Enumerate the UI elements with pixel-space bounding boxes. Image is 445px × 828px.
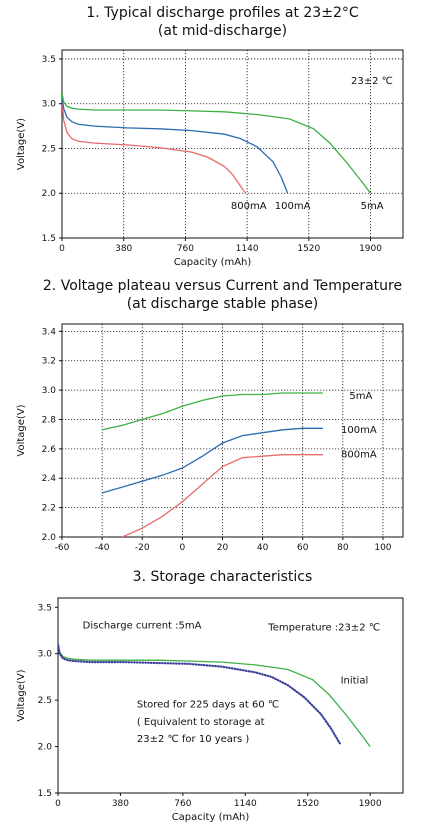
x-tick-label: 380	[115, 244, 132, 254]
series-line-0	[62, 99, 247, 194]
x-tick-label: 760	[174, 799, 191, 809]
y-tick-label: 3.4	[42, 327, 57, 337]
annotation-5: 23±2 ℃ for 10 years )	[137, 734, 250, 745]
x-tick-label: 1140	[236, 244, 259, 254]
annotation-0: 23±2 ℃	[351, 76, 393, 87]
y-tick-label: 1.5	[42, 234, 56, 244]
annotation-3: Stored for 225 days at 60 ℃	[137, 700, 279, 711]
chart-1-svg: 0 380 760 1140 1520 1900 1.5 2.0 2.5 3.0 3.5 Capaci…	[16, 49, 404, 268]
y-tick-label: 3.5	[38, 603, 52, 613]
y-tick-label: 2.5	[38, 696, 52, 706]
annotation-2: Initial	[341, 675, 369, 686]
y-tick-label: 1.5	[38, 789, 52, 799]
y-tick-label: 2.8	[42, 415, 57, 425]
series-line-0	[58, 642, 371, 747]
chart-3-title: 3. Storage characteristics	[132, 569, 313, 585]
x-tick-label: -20	[135, 543, 150, 553]
plot-frame	[61, 49, 404, 239]
x-tick-label: 1900	[359, 799, 382, 809]
x-tick-label: 100	[374, 543, 391, 553]
y-tick-label: 2.2	[42, 504, 56, 514]
x-tick-label: 0	[59, 244, 65, 254]
x-tick-label: 1520	[296, 799, 319, 809]
x-tick-label: 0	[55, 799, 61, 809]
y-axis-label: Voltage(V)	[16, 118, 27, 170]
x-axis-label: Capacity (mAh)	[172, 812, 250, 823]
y-tick-label: 3.0	[42, 386, 57, 396]
y-tick-label: 3.5	[42, 55, 56, 65]
series-line-0	[101, 392, 323, 431]
annotation-4: ( Equivalent to storage at	[137, 717, 265, 728]
x-tick-label: 760	[177, 244, 194, 254]
series-line-1	[58, 643, 342, 746]
chart-2-panel: 2. Voltage plateau versus Current and Te…	[0, 275, 445, 553]
chart-2-svg: -60 -40 -20 0 20 40 60 80 100 2.0 2.2 2.4 2.6 2.8 3.0 3…	[16, 323, 404, 553]
series-label-2: 5mA	[361, 201, 384, 212]
series-label-0: 800mA	[231, 201, 267, 212]
plot-frame	[61, 323, 404, 538]
series-label-1: 100mA	[275, 201, 311, 212]
x-tick-label: 40	[257, 543, 269, 553]
x-tick-label: -40	[95, 543, 110, 553]
y-tick-label: 3.0	[38, 650, 53, 660]
x-tick-label: 80	[337, 543, 349, 553]
y-tick-label: 3.0	[42, 100, 57, 110]
annotation-1: Temperature :23±2 ℃	[267, 623, 380, 634]
y-tick-label: 2.4	[42, 474, 57, 484]
series-label-1: 100mA	[341, 425, 377, 436]
y-tick-label: 3.2	[42, 357, 56, 367]
x-tick-label: 60	[297, 543, 309, 553]
chart-2-title: 2. Voltage plateau versus Current and Te…	[42, 278, 403, 294]
x-tick-label: 1520	[297, 244, 320, 254]
x-tick-label: -60	[55, 543, 70, 553]
y-tick-label: 2.0	[42, 533, 57, 543]
chart-1-panel: 1. Typical discharge profiles at 23±2°C …	[0, 0, 445, 268]
x-axis-label: Capacity (mAh)	[174, 257, 252, 268]
y-tick-label: 2.0	[42, 189, 57, 199]
x-tick-label: 1900	[359, 244, 382, 254]
x-tick-label: 0	[179, 543, 185, 553]
x-tick-label: 1140	[234, 799, 257, 809]
y-axis-label: Voltage(V)	[16, 404, 27, 456]
y-axis-label: Voltage(V)	[16, 669, 27, 721]
series-line-2	[121, 454, 323, 537]
y-tick-label: 2.6	[42, 445, 57, 455]
x-tick-label: 20	[217, 543, 229, 553]
plot-frame	[57, 597, 404, 794]
series-label-0: 5mA	[349, 391, 372, 402]
series-line-2	[62, 92, 372, 194]
y-tick-label: 2.0	[38, 743, 53, 753]
chart-1-subtitle: (at mid-discharge)	[157, 23, 288, 39]
chart-3-svg: 0 380 760 1140 1520 1900 1.5 2.0 2.5 3.0 3.5 Capaci…	[16, 597, 404, 823]
chart-1-title: 1. Typical discharge profiles at 23±2°C	[86, 5, 359, 21]
series-line-1	[62, 96, 289, 194]
x-tick-label: 380	[112, 799, 129, 809]
chart-2-subtitle: (at discharge stable phase)	[126, 296, 319, 312]
y-tick-label: 2.5	[42, 144, 56, 154]
annotation-0: Discharge current :5mA	[83, 621, 202, 632]
chart-3-panel: 3. Storage characteristics 0 380 760 1140 15…	[0, 566, 445, 826]
series-line-1	[101, 427, 323, 494]
series-label-2: 800mA	[341, 450, 377, 461]
